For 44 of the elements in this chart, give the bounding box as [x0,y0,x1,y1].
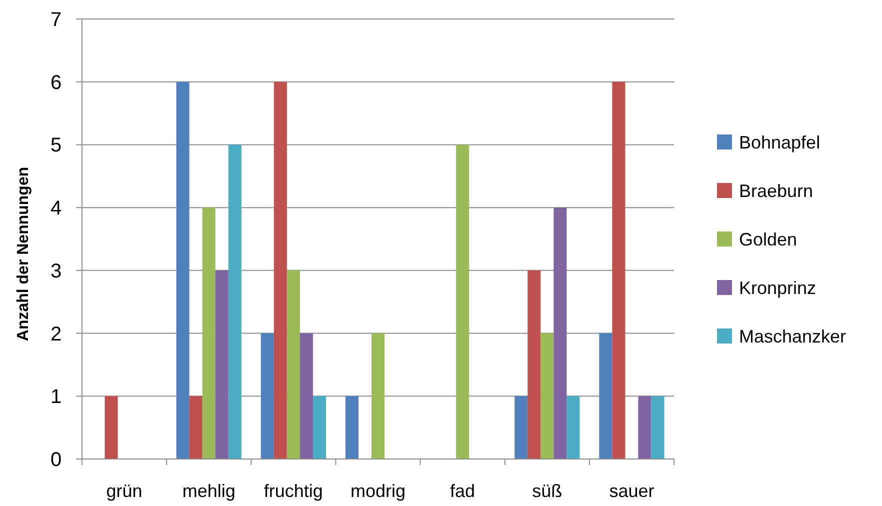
legend-label: Kronprinz [739,278,816,298]
legend-label: Bohnapfel [739,132,820,152]
x-tick-label: mehlig [182,481,236,501]
y-tick-label: 0 [50,449,62,471]
y-tick-label: 2 [50,323,62,346]
y-tick-label: 1 [50,386,62,408]
bar [514,396,528,459]
y-tick-label: 7 [50,9,62,31]
legend-label: Maschanzker [739,326,846,346]
bar [651,396,664,459]
bar [599,333,612,459]
bar [228,144,242,459]
bar [202,208,216,459]
x-tick-label: fad [450,481,476,501]
bar [528,270,541,459]
bar [566,396,580,459]
bar [312,396,326,459]
x-tick-label: modrig [350,481,406,501]
bar [540,333,554,459]
y-axis-title: Anzahl der Nennungen [15,166,32,342]
y-tick-label: 6 [50,72,62,94]
bar [260,333,274,459]
bar [456,144,470,459]
legend-label: Braeburn [739,180,814,201]
bar [371,333,385,459]
bar [104,396,118,459]
y-tick-label: 5 [50,134,62,157]
bar [554,208,567,459]
bar [345,396,358,459]
legend-label: Golden [739,229,798,250]
x-tick-label: grün [106,481,142,501]
y-tick-label: 4 [50,198,62,220]
bar [176,82,190,459]
bar [300,333,313,459]
x-tick-label: sauer [609,481,654,501]
bar [638,396,652,459]
y-tick-label: 3 [50,260,62,282]
x-tick-label: fruchtig [264,481,323,501]
bar [189,396,202,459]
bar [286,270,300,459]
bar [612,82,626,459]
bar [215,270,228,459]
x-tick-label: süß [532,481,562,501]
bar [274,82,287,459]
